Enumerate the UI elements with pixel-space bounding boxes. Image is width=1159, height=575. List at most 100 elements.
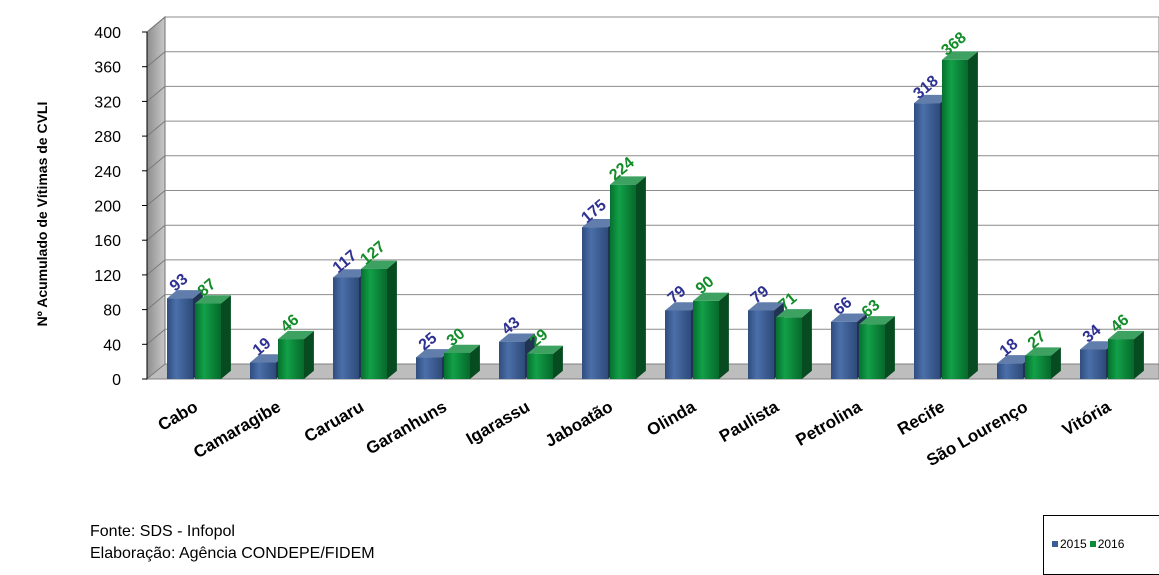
- bar-2016: [361, 260, 397, 379]
- bar-top: [1080, 341, 1116, 350]
- gridline-side: [146, 155, 166, 172]
- bar-side: [470, 344, 480, 379]
- bar-side: [1051, 347, 1061, 379]
- bar-front: [416, 357, 442, 379]
- bar-front: [278, 339, 304, 379]
- bar-front: [333, 277, 359, 379]
- x-tick-label: Garanhuns: [363, 397, 450, 458]
- gridline-side: [146, 120, 166, 137]
- bar-top: [1108, 330, 1144, 340]
- bar-top: [333, 269, 369, 278]
- bar-front: [665, 310, 691, 379]
- bar-front: [997, 363, 1023, 379]
- bar-2016: [610, 176, 646, 379]
- bars: [167, 51, 1144, 379]
- gridline-side: [146, 16, 166, 33]
- y-tick-label: 0: [112, 372, 121, 389]
- bar-top: [997, 355, 1033, 364]
- bar-top: [610, 176, 646, 185]
- gridline-side: [146, 51, 166, 68]
- bar-2016: [859, 316, 895, 379]
- bar-top: [831, 313, 867, 322]
- gridline-side: [146, 328, 166, 345]
- bar-front: [831, 321, 857, 379]
- y-tick-label: 280: [94, 129, 121, 146]
- bar-top: [416, 349, 452, 358]
- legend-label-2016: 2016: [1097, 537, 1125, 551]
- x-tick-label: Petrolina: [792, 397, 865, 450]
- bar-front: [1080, 349, 1106, 379]
- y-tick-label: 80: [103, 303, 121, 320]
- bar-front: [914, 103, 940, 379]
- bar-side: [968, 51, 978, 379]
- y-tick-label: 320: [94, 94, 121, 111]
- y-tick-label: 120: [94, 268, 121, 285]
- legend-label-2015: 2015: [1060, 537, 1087, 551]
- y-tick-label: 40: [103, 337, 121, 354]
- floor: [145, 363, 1159, 380]
- bar-top: [167, 290, 203, 299]
- bar-2016: [1108, 330, 1144, 379]
- bar-side: [387, 260, 397, 379]
- legend-swatch-2016: [1089, 541, 1096, 547]
- y-tick-label: 400: [94, 25, 121, 42]
- bar-side: [304, 330, 314, 379]
- bar-2016: [693, 292, 729, 379]
- bar-front: [361, 268, 387, 379]
- bar-2016: [278, 330, 314, 379]
- gridline-side: [146, 190, 166, 206]
- bar-top: [748, 302, 784, 311]
- bar-top: [914, 94, 950, 104]
- bar-side: [553, 345, 563, 379]
- bar-front: [748, 310, 774, 379]
- bar-top: [1025, 347, 1061, 356]
- source-line: Fonte: SDS - Infopol: [90, 523, 235, 540]
- bar-top: [582, 218, 618, 228]
- bar-top: [195, 295, 231, 304]
- x-tick-label: Camaragibe: [190, 397, 284, 462]
- bar-front: [859, 324, 885, 379]
- bar-front: [444, 352, 470, 379]
- legend-entry-2016: 2016: [1089, 537, 1125, 551]
- bar-top: [665, 302, 701, 311]
- bar-front: [499, 341, 525, 379]
- gridline-side: [146, 224, 166, 241]
- x-tick-label: Cabo: [155, 397, 201, 435]
- bar-front: [776, 317, 802, 379]
- bar-top: [361, 260, 397, 269]
- bar-front: [610, 184, 636, 379]
- bar-2016: [942, 51, 978, 379]
- bar-top: [942, 51, 978, 60]
- bar-front: [1025, 355, 1051, 379]
- bar-top: [444, 344, 480, 353]
- y-axis-title: Nº Acumulado de Vítimas de CVLI: [34, 102, 50, 327]
- y-tick-label: 360: [94, 60, 121, 77]
- bar-top: [250, 354, 286, 363]
- bar-top: [859, 316, 895, 325]
- x-tick-label: Igarassu: [463, 397, 533, 448]
- y-tick-label: 240: [94, 164, 121, 181]
- source-note: Fonte: SDS - Infopol Elaboração: Agência…: [90, 521, 375, 565]
- bar-2016: [444, 344, 480, 379]
- bar-top: [499, 333, 535, 342]
- x-tick-label: Olinda: [644, 397, 700, 440]
- bar-2016: [1025, 347, 1061, 379]
- bar-front: [1108, 339, 1134, 379]
- bar-side: [802, 309, 812, 379]
- bar-side: [719, 292, 729, 379]
- x-tick-label: Jaboatão: [542, 397, 616, 451]
- plot-area: [142, 15, 1159, 381]
- y-tick-label: 200: [94, 199, 121, 216]
- bar-top: [278, 330, 314, 340]
- legend-row: 2015 2016: [1052, 537, 1127, 551]
- bar-front: [250, 362, 276, 379]
- bar-side: [885, 316, 895, 379]
- bar-front: [167, 298, 193, 379]
- bar-2016: [195, 295, 231, 379]
- bar-side: [636, 176, 646, 379]
- gridline-side: [146, 259, 166, 276]
- x-tick-label: Recife: [894, 397, 948, 439]
- bar-side: [221, 295, 231, 379]
